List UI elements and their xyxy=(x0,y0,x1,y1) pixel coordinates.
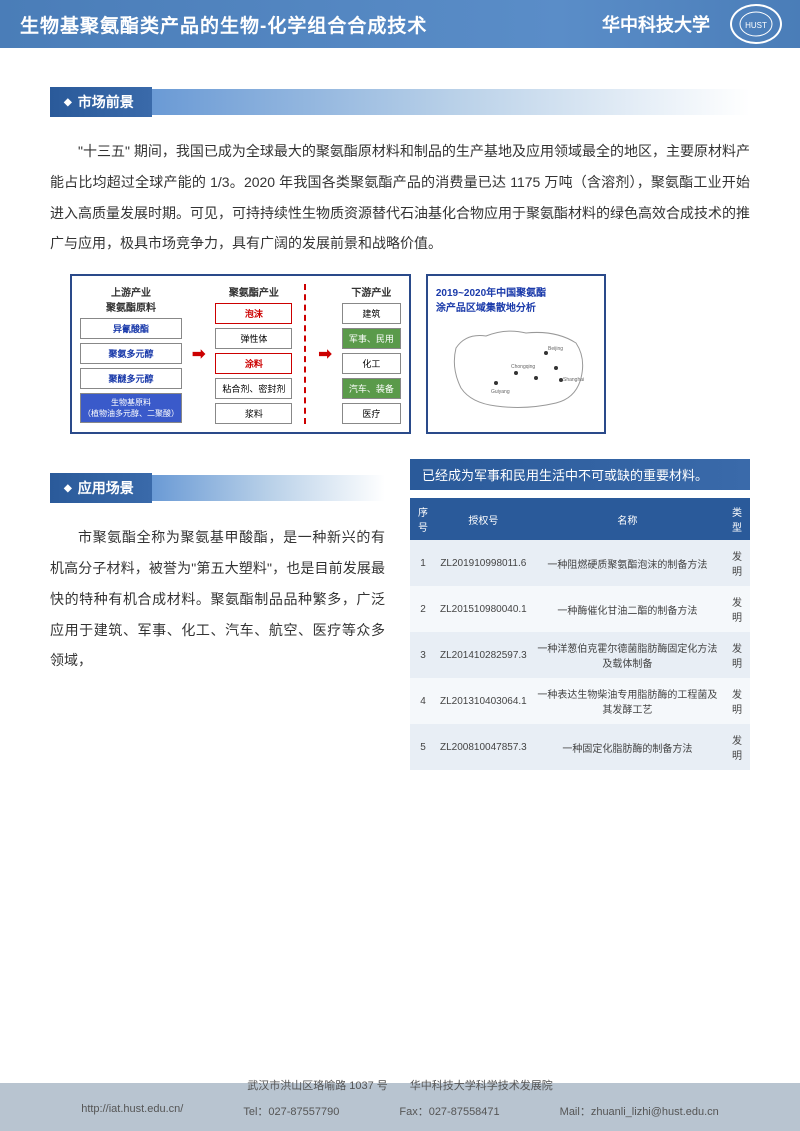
th-type: 类型 xyxy=(724,498,750,540)
table-row: 3ZL201410282597.3一种洋葱伯克霍尔德菌脂肪酶固定化方法及载体制备… xyxy=(410,632,750,678)
flow-node: 化工 xyxy=(342,353,401,374)
table-row: 1ZL201910998011.6一种阻燃硬质聚氨酯泡沫的制备方法发明 xyxy=(410,540,750,586)
table-header-row: 序号 授权号 名称 类型 xyxy=(410,498,750,540)
col-head: 聚氨酯产业 xyxy=(215,284,292,299)
flow-node: 粘合剂、密封剂 xyxy=(215,378,292,399)
section-application: 应用场景 xyxy=(50,474,385,502)
header-bar: 生物基聚氨酯类产品的生物-化学组合合成技术 华中科技大学 HUST xyxy=(0,0,800,48)
footer-bar: 武汉市洪山区珞喻路 1037 号 华中科技大学科学技术发展院 http://ia… xyxy=(0,1083,800,1131)
table-cell: ZL201410282597.3 xyxy=(436,632,531,678)
th-seq: 序号 xyxy=(410,498,436,540)
table-cell: ZL201510980040.1 xyxy=(436,586,531,632)
flow-node: 聚醚多元醇 xyxy=(80,368,182,389)
flowchart-box: 上游产业 聚氨酯原料 异氰酸酯 聚氨多元醇 聚醚多元醇 生物基原料 （植物油多元… xyxy=(70,274,411,434)
flow-node-biobased: 生物基原料 （植物油多元醇、二聚酸） xyxy=(80,393,182,423)
col-head: 上游产业 聚氨酯原料 xyxy=(80,284,182,314)
section-title: 应用场景 xyxy=(50,473,152,503)
dashed-separator xyxy=(304,284,306,424)
table-cell: 4 xyxy=(410,678,436,724)
table-cell: 一种表达生物柴油专用脂肪酶的工程菌及其发酵工艺 xyxy=(531,678,724,724)
page-title: 生物基聚氨酯类产品的生物-化学组合合成技术 xyxy=(20,11,427,38)
flow-node: 浆料 xyxy=(215,403,292,424)
footer-address: 武汉市洪山区珞喻路 1037 号 华中科技大学科学技术发展院 xyxy=(0,1077,800,1093)
svg-text:Beijing: Beijing xyxy=(548,346,563,352)
arrow-icon: ➡ xyxy=(318,344,331,364)
china-map-icon: Beijing Shanghai Guiyang Chongqing xyxy=(436,318,596,418)
footer-url: http://iat.hust.edu.cn/ xyxy=(81,1103,183,1119)
flow-node: 建筑 xyxy=(342,303,401,324)
application-text: 市聚氨酯全称为聚氨基甲酸酯，是一种新兴的有机高分子材料，被誉为"第五大塑料"，也… xyxy=(50,522,385,676)
section-gradient xyxy=(152,89,750,115)
upstream-column: 上游产业 聚氨酯原料 异氰酸酯 聚氨多元醇 聚醚多元醇 生物基原料 （植物油多元… xyxy=(80,284,182,424)
svg-text:Chongqing: Chongqing xyxy=(511,364,535,370)
flow-node: 异氰酸酯 xyxy=(80,318,182,339)
industry-chain-diagram: 上游产业 聚氨酯原料 异氰酸酯 聚氨多元醇 聚醚多元醇 生物基原料 （植物油多元… xyxy=(50,274,750,434)
china-map-box: 2019~2020年中国聚氨酯 涂产品区域集散地分析 Beijing Shang… xyxy=(426,274,606,434)
table-cell: 发明 xyxy=(724,724,750,770)
th-authno: 授权号 xyxy=(436,498,531,540)
table-row: 4ZL201310403064.1一种表达生物柴油专用脂肪酶的工程菌及其发酵工艺… xyxy=(410,678,750,724)
university-name: 华中科技大学 xyxy=(602,11,710,37)
flow-node: 聚氨多元醇 xyxy=(80,343,182,364)
flow-node: 军事、民用 xyxy=(342,328,401,349)
flow-node: 泡沫 xyxy=(215,303,292,324)
downstream-column: 下游产业 建筑 军事、民用 化工 汽车、装备 医疗 xyxy=(342,284,401,424)
flow-node: 医疗 xyxy=(342,403,401,424)
table-cell: 2 xyxy=(410,586,436,632)
flow-node: 弹性体 xyxy=(215,328,292,349)
section-gradient xyxy=(152,475,385,501)
table-cell: ZL201310403064.1 xyxy=(436,678,531,724)
left-column: 应用场景 市聚氨酯全称为聚氨基甲酸酯，是一种新兴的有机高分子材料，被誉为"第五大… xyxy=(50,459,385,770)
map-title: 2019~2020年中国聚氨酯 涂产品区域集散地分析 xyxy=(436,284,596,314)
table-cell: ZL200810047857.3 xyxy=(436,724,531,770)
table-cell: 3 xyxy=(410,632,436,678)
table-cell: 一种洋葱伯克霍尔德菌脂肪酶固定化方法及载体制备 xyxy=(531,632,724,678)
university-logo: HUST xyxy=(730,4,782,44)
two-column-layout: 应用场景 市聚氨酯全称为聚氨基甲酸酯，是一种新兴的有机高分子材料，被誉为"第五大… xyxy=(50,459,750,770)
section-title: 市场前景 xyxy=(50,87,152,117)
col-head: 下游产业 xyxy=(342,284,401,299)
table-cell: 5 xyxy=(410,724,436,770)
table-cell: ZL201910998011.6 xyxy=(436,540,531,586)
table-row: 5ZL200810047857.3一种固定化脂肪酶的制备方法发明 xyxy=(410,724,750,770)
table-cell: 发明 xyxy=(724,678,750,724)
table-cell: 一种阻燃硬质聚氨酯泡沫的制备方法 xyxy=(531,540,724,586)
table-cell: 一种酶催化甘油二酯的制备方法 xyxy=(531,586,724,632)
footer-mail: Mail：zhuanli_lizhi@hust.edu.cn xyxy=(560,1103,719,1119)
table-cell: 发明 xyxy=(724,586,750,632)
right-column: 已经成为军事和民用生活中不可或缺的重要材料。 序号 授权号 名称 类型 1ZL2… xyxy=(410,459,750,770)
flow-node: 汽车、装备 xyxy=(342,378,401,399)
table-cell: 发明 xyxy=(724,632,750,678)
footer-fax: Fax：027-87558471 xyxy=(399,1103,499,1119)
table-cell: 一种固定化脂肪酶的制备方法 xyxy=(531,724,724,770)
table-row: 2ZL201510980040.1一种酶催化甘油二酯的制备方法发明 xyxy=(410,586,750,632)
svg-text:Guiyang: Guiyang xyxy=(491,389,510,395)
arrow-icon: ➡ xyxy=(192,344,205,364)
footer-tel: Tel：027-87557790 xyxy=(243,1103,339,1119)
svg-text:HUST: HUST xyxy=(745,21,767,30)
product-column: 聚氨酯产业 泡沫 弹性体 涂料 粘合剂、密封剂 浆料 xyxy=(215,284,292,424)
patent-table: 序号 授权号 名称 类型 1ZL201910998011.6一种阻燃硬质聚氨酯泡… xyxy=(410,498,750,770)
flow-node: 涂料 xyxy=(215,353,292,374)
th-name: 名称 xyxy=(531,498,724,540)
callout-bar: 已经成为军事和民用生活中不可或缺的重要材料。 xyxy=(410,459,750,490)
section-market-prospect: 市场前景 xyxy=(50,88,750,116)
table-cell: 发明 xyxy=(724,540,750,586)
market-prospect-text: "十三五" 期间，我国已成为全球最大的聚氨酯原材料和制品的生产基地及应用领域最全… xyxy=(50,136,750,259)
table-cell: 1 xyxy=(410,540,436,586)
svg-text:Shanghai: Shanghai xyxy=(563,377,584,383)
content-area: 市场前景 "十三五" 期间，我国已成为全球最大的聚氨酯原材料和制品的生产基地及应… xyxy=(0,48,800,770)
